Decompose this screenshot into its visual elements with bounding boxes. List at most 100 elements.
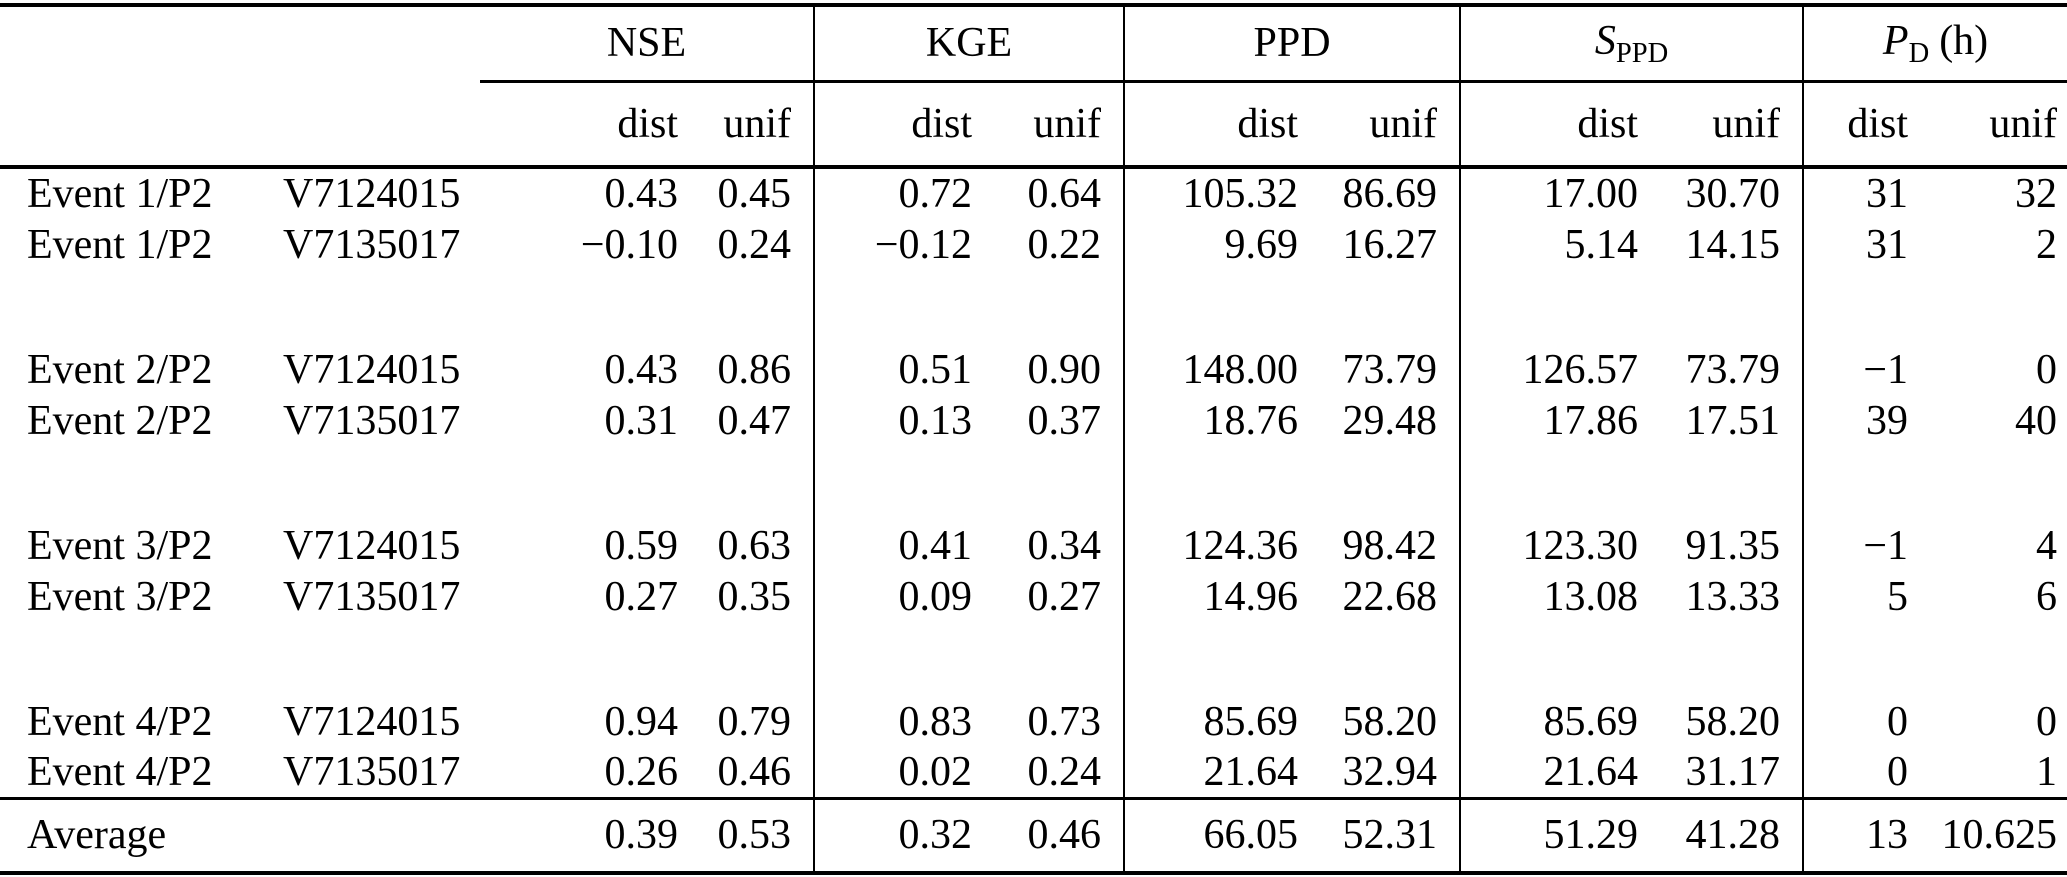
value-cell: −1	[1802, 344, 1931, 395]
value-cell: 0.73	[1027, 698, 1102, 745]
value-cell: 73.79	[1342, 346, 1438, 393]
value-cell: 14.96	[1123, 571, 1321, 622]
value-cell: 5.14	[1459, 219, 1661, 270]
value-cell: 4	[2036, 522, 2058, 569]
value-cell: 16.27	[1342, 221, 1438, 268]
group-header-ppd: PPD	[1123, 3, 1461, 83]
value-cell: 126.57	[1459, 344, 1661, 395]
value-cell: 9.69	[1123, 219, 1321, 270]
value-cell: 0.37	[1027, 397, 1102, 444]
value-cell: 85.69	[1459, 696, 1661, 747]
value-cell: 21.64	[1123, 747, 1321, 799]
value-cell: 40	[2015, 397, 2058, 444]
value-cell: 0.41	[813, 520, 995, 571]
value-cell: 13.33	[1685, 573, 1781, 620]
value-cell: 58.20	[1685, 698, 1781, 745]
subheader-dist: dist	[813, 81, 995, 169]
value-cell: 58.20	[1342, 698, 1438, 745]
value-cell: 148.00	[1123, 344, 1321, 395]
value-cell: 17.00	[1459, 167, 1661, 219]
event-cell: Event 2/P2	[27, 346, 213, 393]
group-header-pd: PD (h)	[1802, 3, 2067, 83]
value-cell: 51.29	[1459, 797, 1661, 875]
value-cell: 0.02	[813, 747, 995, 799]
corner-cell	[0, 3, 480, 81]
value-cell: 98.42	[1342, 522, 1438, 569]
table-row: Event 3/P2 V7124015 0.59 0.63 0.41 0.34 …	[0, 520, 2067, 571]
event-cell: Event 3/P2	[27, 573, 213, 620]
event-cell: Event 2/P2	[27, 397, 213, 444]
average-label: Average	[0, 797, 480, 875]
value-cell: 41.28	[1660, 797, 1804, 875]
value-cell: 17.51	[1685, 397, 1781, 444]
event-cell: Event 4/P2	[27, 749, 213, 795]
value-cell: 10.625	[1930, 797, 2067, 875]
value-cell: 0.27	[604, 573, 679, 620]
value-cell: 2	[2036, 221, 2058, 268]
spacer-row	[0, 446, 2067, 520]
subheader-unif: unif	[1660, 81, 1804, 169]
value-cell: 5	[1802, 571, 1931, 622]
subheader-dist: dist	[1459, 81, 1661, 169]
table-row: Event 1/P2 V7124015 0.43 0.45 0.72 0.64 …	[0, 167, 2067, 219]
value-cell: 13.08	[1459, 571, 1661, 622]
value-cell: 0.32	[813, 797, 995, 875]
results-table: NSE KGE PPD SPPD PD (h) dist unif dist un…	[0, 3, 2067, 875]
value-cell: 31	[1802, 167, 1931, 219]
value-cell: 0.24	[1027, 749, 1102, 795]
value-cell: 1	[2036, 749, 2058, 795]
subheader-dist: dist	[480, 81, 700, 169]
value-cell: 0	[2036, 698, 2058, 745]
spacer-row	[0, 622, 2067, 696]
value-cell: 124.36	[1123, 520, 1321, 571]
group-label-subscript: PPD	[1615, 37, 1669, 69]
station-cell: V7124015	[283, 346, 461, 393]
group-header-row: NSE KGE PPD SPPD PD (h)	[0, 3, 2067, 83]
value-cell: 0.26	[604, 749, 679, 795]
corner-cell	[0, 81, 480, 169]
value-cell: 0.35	[717, 573, 792, 620]
value-cell: 73.79	[1685, 346, 1781, 393]
value-cell: 39	[1802, 395, 1931, 446]
event-cell: Event 1/P2	[27, 171, 213, 217]
value-cell: 0.34	[1027, 522, 1102, 569]
subheader-unif: unif	[1930, 81, 2067, 169]
value-cell: 0.90	[1027, 346, 1102, 393]
value-cell: 6	[2036, 573, 2058, 620]
value-cell: 0	[1802, 696, 1931, 747]
group-label: PPD	[1253, 20, 1331, 67]
value-cell: 0.13	[813, 395, 995, 446]
subheader-dist: dist	[1123, 81, 1321, 169]
value-cell: 22.68	[1342, 573, 1438, 620]
subheader-dist: dist	[1802, 81, 1931, 169]
value-cell: 30.70	[1685, 171, 1781, 217]
value-cell: 0.53	[700, 797, 815, 875]
spacer-row	[0, 270, 2067, 344]
value-cell: 0.51	[813, 344, 995, 395]
value-cell: 123.30	[1459, 520, 1661, 571]
group-header-sppd: SPPD	[1459, 3, 1804, 83]
table-row: Event 3/P2 V7135017 0.27 0.35 0.09 0.27 …	[0, 571, 2067, 622]
station-cell: V7135017	[283, 397, 461, 444]
value-cell: 0.63	[717, 522, 792, 569]
table-row: Event 2/P2 V7135017 0.31 0.47 0.13 0.37 …	[0, 395, 2067, 446]
value-cell: 32	[2015, 171, 2058, 217]
table-row: Event 4/P2 V7124015 0.94 0.79 0.83 0.73 …	[0, 696, 2067, 747]
value-cell: 0.64	[1027, 171, 1102, 217]
value-cell: 13	[1802, 797, 1931, 875]
value-cell: 0.45	[717, 171, 792, 217]
value-cell: 0.43	[604, 346, 679, 393]
table-row: Event 4/P2 V7135017 0.26 0.46 0.02 0.24 …	[0, 747, 2067, 799]
value-cell: 0.83	[813, 696, 995, 747]
value-cell: 0	[1802, 747, 1931, 799]
group-label: P	[1882, 17, 1909, 64]
value-cell: 91.35	[1685, 522, 1781, 569]
value-cell: 31	[1802, 219, 1931, 270]
station-cell: V7135017	[283, 749, 461, 795]
value-cell: 52.31	[1320, 797, 1461, 875]
value-cell: 85.69	[1123, 696, 1321, 747]
value-cell: 0.46	[717, 749, 792, 795]
event-cell: Event 4/P2	[27, 698, 213, 745]
group-header-nse: NSE	[480, 3, 815, 83]
